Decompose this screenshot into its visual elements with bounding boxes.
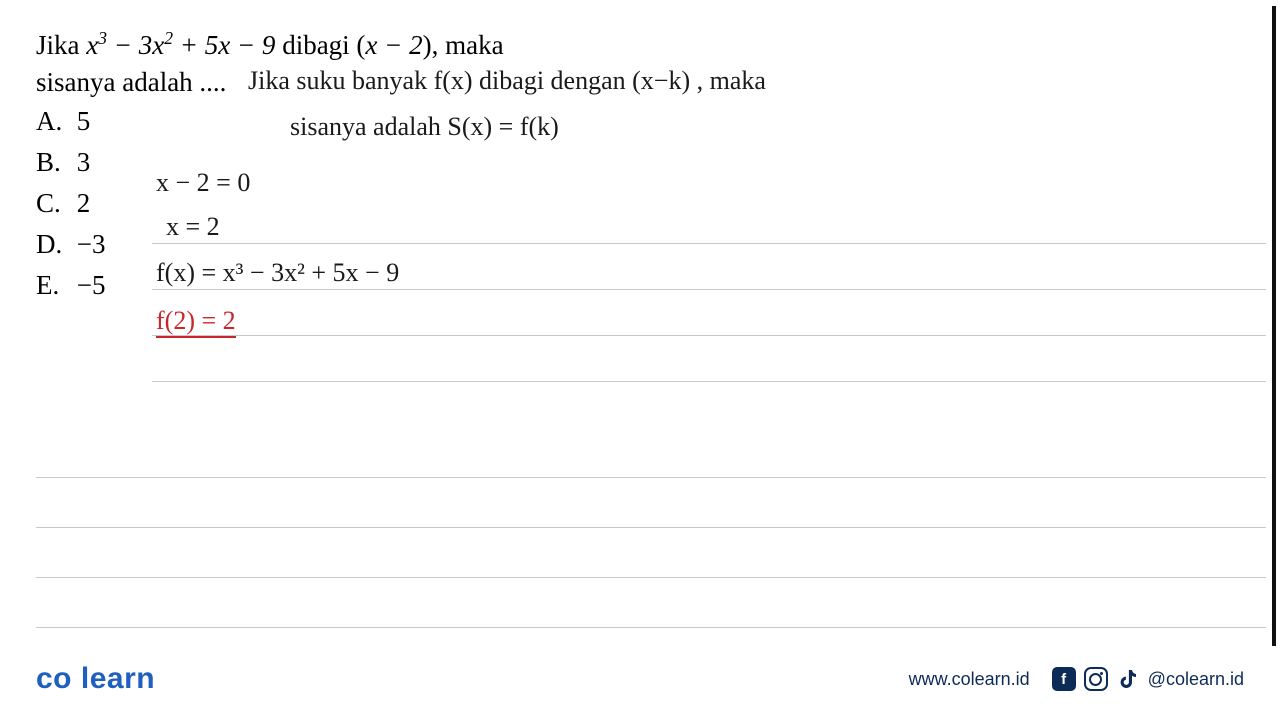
logo-dot: [72, 662, 81, 695]
question-line-1: Jika x3 − 3x2 + 5x − 9 dibagi (x − 2), m…: [36, 28, 1244, 61]
option-value: 5: [77, 106, 91, 136]
ruled-lines-lower: [36, 428, 1266, 628]
facebook-icon: f: [1052, 667, 1076, 691]
q-mid: dibagi (: [275, 30, 365, 60]
footer-url: www.colearn.id: [909, 669, 1030, 690]
option-value: 3: [77, 147, 91, 177]
content-area: Jika x3 − 3x2 + 5x − 9 dibagi (x − 2), m…: [0, 0, 1280, 301]
logo-learn: learn: [81, 662, 155, 695]
q-divisor: x − 2: [365, 30, 422, 60]
option-value: −3: [77, 229, 106, 259]
option-value: −5: [77, 270, 106, 300]
option-letter: E.: [36, 270, 70, 301]
option-value: 2: [77, 188, 91, 218]
option-a: A. 5: [36, 106, 1244, 137]
logo: co learn: [36, 662, 155, 696]
q-polynomial: x3 − 3x2 + 5x − 9: [86, 30, 275, 60]
ruled-lines-upper: [152, 198, 1266, 382]
handwriting-step-3: f(x) = x³ − 3x² + 5x − 9: [156, 258, 399, 288]
social-icons: f @colearn.id: [1052, 667, 1244, 691]
option-letter: A.: [36, 106, 70, 137]
footer-right: www.colearn.id f @colearn.id: [909, 667, 1244, 691]
logo-co: co: [36, 662, 72, 695]
result-text: f(2) = 2: [156, 306, 236, 338]
social-handle: @colearn.id: [1148, 669, 1244, 690]
handwriting-note-2: sisanya adalah S(x) = f(k): [290, 112, 559, 142]
footer: co learn www.colearn.id f @colearn.id: [0, 662, 1280, 696]
q-post: ), maka: [423, 30, 504, 60]
option-letter: D.: [36, 229, 70, 260]
handwriting-step-1: x − 2 = 0: [156, 168, 250, 198]
question-line-2: sisanya adalah ....: [36, 67, 226, 98]
option-letter: C.: [36, 188, 70, 219]
handwriting-note-1: Jika suku banyak f(x) dibagi dengan (x−k…: [248, 66, 766, 96]
q-prefix: Jika: [36, 30, 86, 60]
handwriting-step-2: x = 2: [166, 212, 220, 242]
option-letter: B.: [36, 147, 70, 178]
instagram-icon: [1084, 667, 1108, 691]
tiktok-icon: [1116, 667, 1140, 691]
handwriting-result: f(2) = 2: [156, 306, 236, 336]
